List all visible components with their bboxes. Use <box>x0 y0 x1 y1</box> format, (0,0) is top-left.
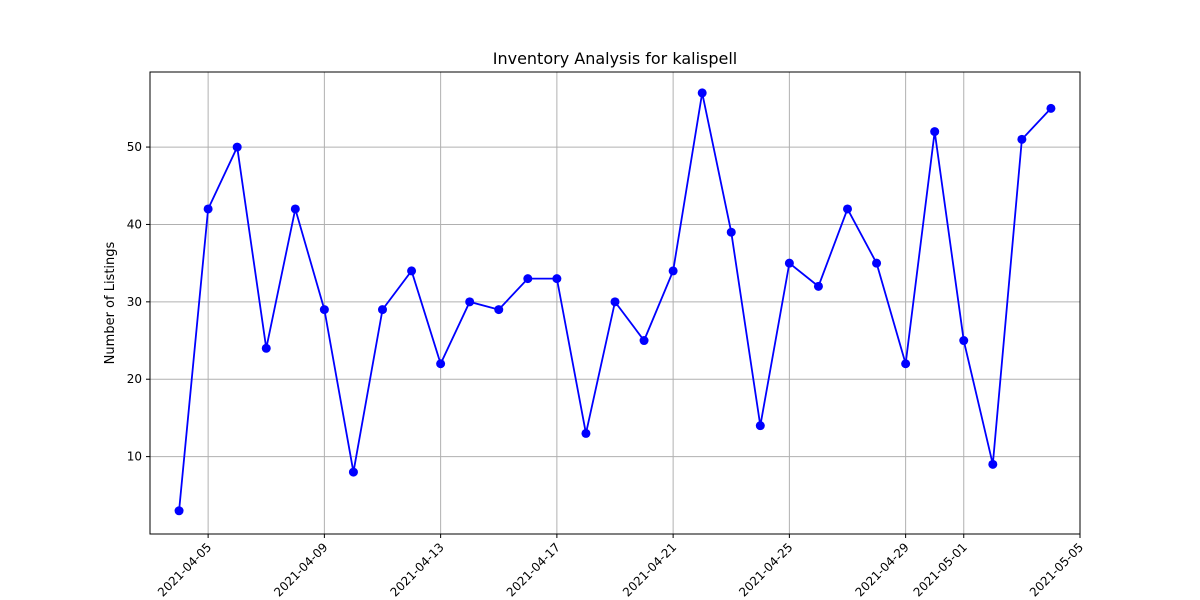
data-point <box>901 359 911 369</box>
data-point <box>1046 103 1056 113</box>
data-point <box>407 266 417 276</box>
data-point <box>378 305 387 315</box>
plot-frame <box>149 71 1081 535</box>
y-tick-label: 20 <box>127 372 142 386</box>
data-point <box>697 88 707 98</box>
data-point <box>988 459 998 469</box>
data-point <box>348 467 358 477</box>
data-point <box>843 204 852 214</box>
data-point <box>465 297 475 307</box>
data-point <box>261 343 271 353</box>
data-point <box>290 204 300 214</box>
data-point <box>581 428 591 438</box>
y-tick-label: 50 <box>127 140 142 154</box>
data-point <box>203 204 213 214</box>
data-point <box>610 297 620 307</box>
data-point <box>523 274 533 284</box>
series-group <box>174 88 1056 516</box>
data-point <box>174 506 184 516</box>
y-tick-label: 30 <box>127 295 142 309</box>
data-point <box>784 258 794 268</box>
data-point <box>959 336 969 346</box>
data-point <box>319 305 329 315</box>
data-point <box>930 127 940 137</box>
data-point <box>755 421 765 431</box>
data-point <box>639 336 649 346</box>
data-point <box>552 274 562 284</box>
data-point <box>232 142 242 152</box>
y-tick-label: 40 <box>127 217 142 231</box>
y-tick-label: 10 <box>127 450 142 464</box>
y-axis-label: Number of Listings <box>103 241 118 364</box>
data-point <box>726 227 736 237</box>
data-point <box>494 305 504 315</box>
data-point <box>668 266 678 276</box>
chart-title: Inventory Analysis for kalispell <box>493 49 738 68</box>
data-point <box>872 258 882 268</box>
data-point <box>813 281 823 291</box>
data-point <box>1017 134 1027 144</box>
data-point <box>436 359 446 369</box>
